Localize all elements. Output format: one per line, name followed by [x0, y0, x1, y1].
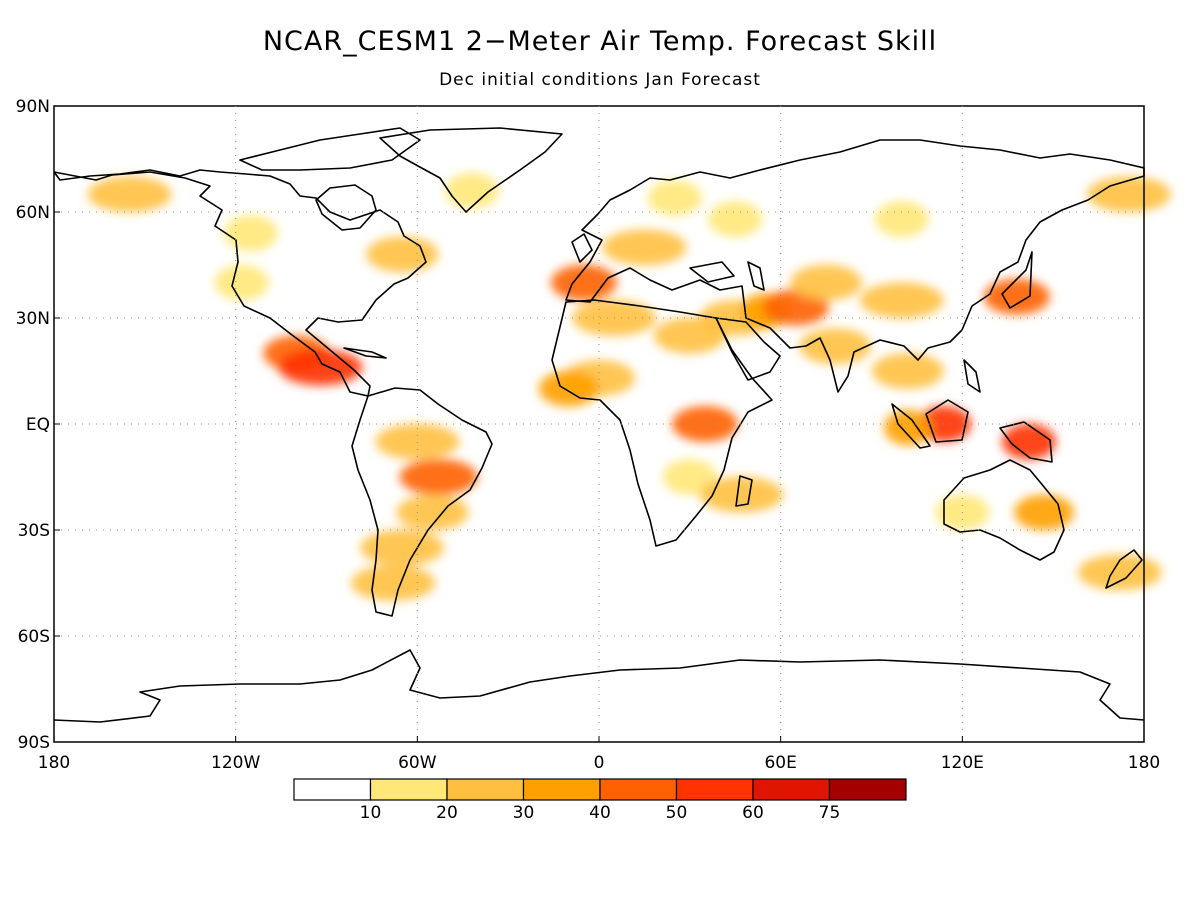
coast-canadian-archipelago [239, 127, 421, 171]
coast-cuba [343, 347, 387, 359]
lat-label: 60N [16, 203, 50, 223]
skill-region-madagascar [699, 476, 784, 513]
skill-region-new-zealand [1077, 554, 1162, 591]
skill-region-west-africa [538, 370, 599, 407]
skill-region-eastern-canada [366, 236, 439, 273]
chart-subtitle: Dec initial conditions Jan Forecast [439, 70, 761, 90]
skill-region-new-guinea [1001, 423, 1056, 460]
lat-label: 90S [18, 733, 50, 753]
coast-new-zealand [1105, 549, 1143, 589]
lon-label: 120E [941, 753, 984, 773]
coast-british-isles [571, 233, 593, 263]
skill-region-eastern-australia [1014, 494, 1075, 531]
colorbar-label: 30 [513, 803, 535, 823]
map-grid [54, 106, 1144, 742]
coast-antarctica [53, 649, 1145, 723]
skill-region-india [799, 328, 872, 365]
skill-region-scandinavia [647, 179, 702, 216]
skill-region-japan [983, 278, 1050, 315]
skill-region-siberia [874, 201, 929, 238]
map-frame [53, 105, 1145, 743]
colorbar-label: 40 [589, 803, 611, 823]
colorbar-swatch [293, 778, 372, 801]
skill-region-east-africa [671, 406, 738, 442]
skill-region-alaska [87, 176, 172, 213]
coast-japan [1001, 251, 1033, 309]
colorbar-swatch [752, 778, 831, 801]
colorbar-swatch [369, 778, 448, 801]
lon-label: 0 [594, 753, 605, 773]
coast-hudson-bay [315, 184, 377, 231]
lat-label: 30S [18, 521, 50, 541]
coast-madagascar [735, 475, 753, 507]
lon-label: 60W [398, 753, 437, 773]
coast-eurasia [565, 139, 1145, 393]
map-ticks [53, 105, 1145, 743]
colorbar-label: 50 [666, 803, 688, 823]
coast-sumatra [891, 403, 931, 449]
colorbar-swatch [828, 778, 907, 801]
colorbar-swatch [446, 778, 525, 801]
skill-region-patagonia [351, 565, 436, 601]
colorbar-label: 60 [742, 803, 764, 823]
colorbar-label: 10 [360, 803, 382, 823]
coast-north-america [53, 169, 427, 397]
colorbar-label: 20 [436, 803, 458, 823]
lon-label: 120W [211, 753, 260, 773]
coast-arabia [715, 317, 781, 381]
skill-region-russia [708, 201, 763, 238]
colorbar-swatch [675, 778, 754, 801]
coast-africa [551, 299, 773, 547]
colorbar-swatch [599, 778, 678, 801]
skill-region-china [859, 282, 944, 319]
lat-label: EQ [26, 415, 50, 435]
skill-region-amazon [375, 423, 460, 460]
colorbar-label: 75 [819, 803, 841, 823]
skill-region-iberia [550, 264, 617, 301]
skill-region-central-brazil [399, 459, 478, 495]
skill-region-argentina [360, 529, 445, 566]
skill-region-southern-africa [662, 459, 717, 495]
colorbar: 10 20 30 40 50 60 75 [293, 778, 907, 823]
coast-south-america [351, 387, 493, 617]
skill-region-chukotka [1086, 176, 1171, 213]
coast-new-guinea [999, 421, 1053, 463]
coast-greenland [379, 127, 563, 213]
skill-region-sumatra [883, 409, 932, 446]
chart-title: NCAR_CESM1 2−Meter Air Temp. Forecast Sk… [262, 26, 938, 57]
skill-region-greenland [444, 172, 499, 209]
skill-region-western-us [214, 264, 269, 301]
colorbar-swatch [522, 778, 601, 801]
axis-labels: 180 120W 60W 0 60E 120E 180 90N 60N 30N EQ 30S 60S 90… [16, 97, 1161, 773]
skill-region-indochina [871, 353, 944, 389]
lat-label: 60S [18, 627, 50, 647]
lon-label: 60E [764, 753, 796, 773]
coast-australia [943, 459, 1065, 561]
skill-region-europe [602, 229, 687, 266]
lat-label: 30N [16, 309, 50, 329]
coastlines [53, 127, 1145, 723]
coast-black-sea [689, 261, 735, 283]
skill-region-central-asia [790, 264, 863, 301]
lat-label: 90N [16, 97, 50, 117]
skill-region-western-canada [223, 215, 278, 252]
coast-caspian [747, 261, 765, 291]
lon-label: 180 [38, 753, 70, 773]
skill-shading [87, 172, 1171, 601]
coast-borneo [925, 399, 969, 443]
lon-label: 180 [1128, 753, 1160, 773]
coast-philippines [963, 359, 981, 393]
